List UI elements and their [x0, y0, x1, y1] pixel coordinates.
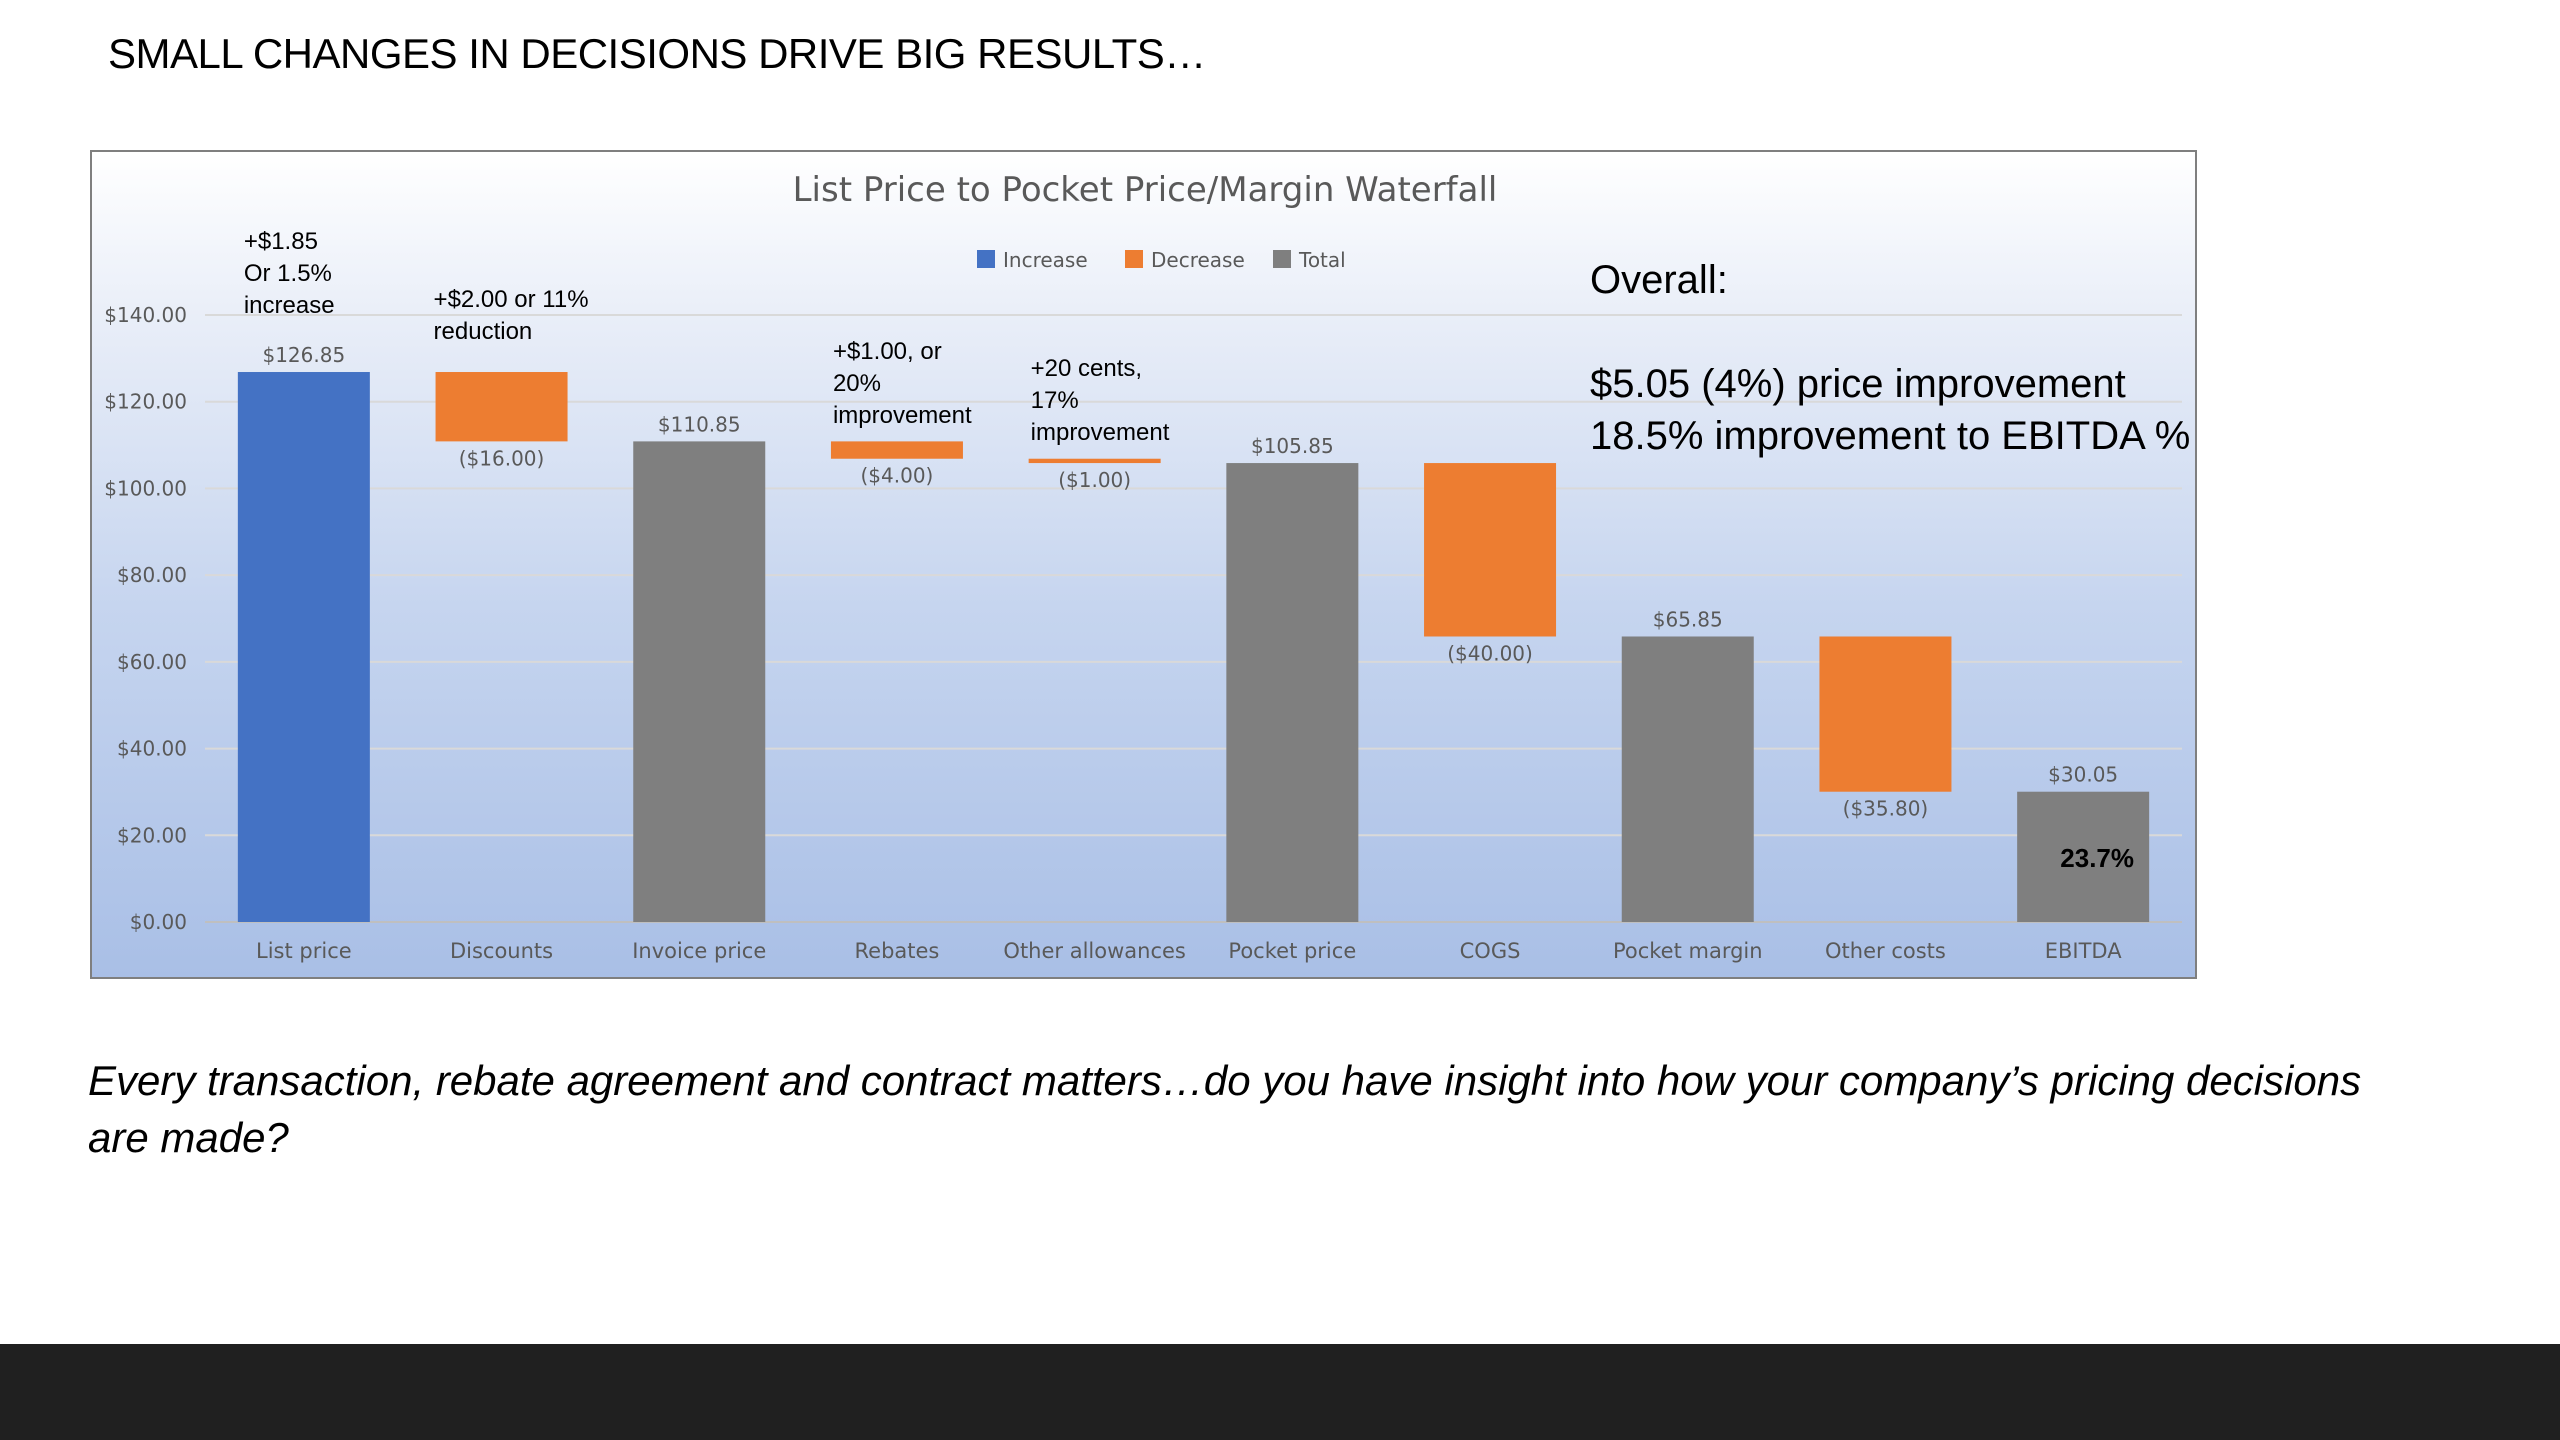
legend-label-increase: Increase [1003, 248, 1088, 272]
x-tick-label: Other allowances [1003, 939, 1185, 963]
bar-other-costs [1819, 636, 1952, 792]
y-tick-label: $60.00 [117, 650, 187, 674]
chart-title: List Price to Pocket Price/Margin Waterf… [793, 170, 1498, 210]
bar-list-price [237, 372, 370, 922]
x-tick-label: Discounts [450, 939, 553, 963]
data-label: $105.85 [1251, 434, 1334, 458]
bar-rebates [830, 441, 963, 459]
x-tick-label: Invoice price [632, 939, 766, 963]
overall-ebitda-improvement: 18.5% improvement to EBITDA % [1590, 414, 2191, 458]
annotation-text: increase [244, 292, 335, 319]
data-label: ($1.00) [1058, 468, 1131, 492]
slide-title: SMALL CHANGES IN DECISIONS DRIVE BIG RES… [108, 30, 1206, 77]
x-tick-label: List price [256, 939, 352, 963]
data-label: ($16.00) [459, 446, 545, 470]
annotation-text: 17% [1031, 387, 1079, 414]
data-label: ($35.80) [1843, 797, 1929, 821]
chart-canvas: List Price to Pocket Price/Margin Waterf… [104, 170, 2182, 963]
legend-label-total: Total [1298, 248, 1346, 272]
data-label: $126.85 [262, 343, 345, 367]
x-tick-label: COGS [1460, 939, 1521, 963]
data-label: $110.85 [658, 412, 741, 436]
data-label: $65.85 [1653, 607, 1723, 631]
annotation-text: Or 1.5% [244, 260, 332, 287]
legend-swatch-increase [977, 250, 995, 268]
bar-discounts [435, 372, 568, 442]
annotation-text: improvement [833, 402, 972, 429]
inside-label: 23.7% [2060, 843, 2134, 873]
data-label: $30.05 [2048, 763, 2118, 787]
y-tick-label: $140.00 [104, 303, 187, 327]
overall-price-improvement: $5.05 (4%) price improvement [1590, 362, 2126, 406]
x-tick-label: Rebates [855, 939, 940, 963]
annotation-text: +$1.85 [244, 228, 318, 255]
legend-swatch-decrease [1125, 250, 1143, 268]
footer-bar [0, 1344, 2560, 1440]
waterfall-chart: List Price to Pocket Price/Margin Waterf… [90, 150, 2197, 979]
bar-ebitda [2017, 791, 2150, 922]
x-tick-label: Pocket margin [1613, 939, 1763, 963]
annotation-text: reduction [434, 318, 533, 345]
bar-other-allowances [1028, 458, 1161, 464]
y-tick-label: $40.00 [117, 737, 187, 761]
x-tick-label: Other costs [1825, 939, 1946, 963]
data-label: ($4.00) [861, 464, 934, 488]
bar-invoice-price [633, 441, 766, 922]
annotation-text: +20 cents, [1031, 355, 1142, 382]
annotation-text: +$2.00 or 11% [434, 286, 589, 313]
overall-heading: Overall: [1590, 258, 1728, 302]
legend-label-decrease: Decrease [1151, 248, 1245, 272]
bar-pocket-margin [1621, 636, 1754, 922]
x-tick-label: Pocket price [1228, 939, 1356, 963]
data-label: ($40.00) [1447, 641, 1533, 665]
annotation-text: 20% [833, 370, 881, 397]
y-tick-label: $100.00 [104, 476, 187, 500]
footer-question: Every transaction, rebate agreement and … [88, 1057, 2362, 1161]
y-tick-label: $0.00 [130, 910, 187, 934]
bar-pocket-price [1226, 463, 1359, 922]
annotation-text: +$1.00, or [833, 338, 942, 365]
y-tick-label: $120.00 [104, 390, 187, 414]
annotation-text: improvement [1031, 419, 1170, 446]
x-tick-label: EBITDA [2045, 939, 2122, 963]
y-tick-label: $80.00 [117, 563, 187, 587]
bar-cogs [1424, 463, 1557, 637]
legend-swatch-total [1273, 250, 1291, 268]
y-tick-label: $20.00 [117, 823, 187, 847]
